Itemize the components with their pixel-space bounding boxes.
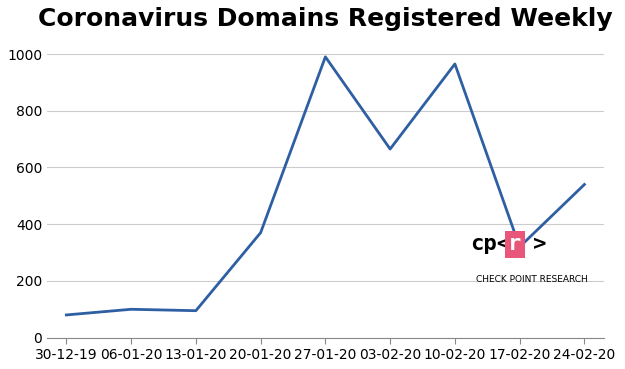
Text: r: r: [508, 234, 521, 254]
Text: CHECK POINT RESEARCH: CHECK POINT RESEARCH: [476, 275, 588, 284]
Text: cp<: cp<: [470, 234, 510, 254]
Title: Coronavirus Domains Registered Weekly: Coronavirus Domains Registered Weekly: [38, 7, 612, 31]
Text: >: >: [532, 234, 546, 254]
